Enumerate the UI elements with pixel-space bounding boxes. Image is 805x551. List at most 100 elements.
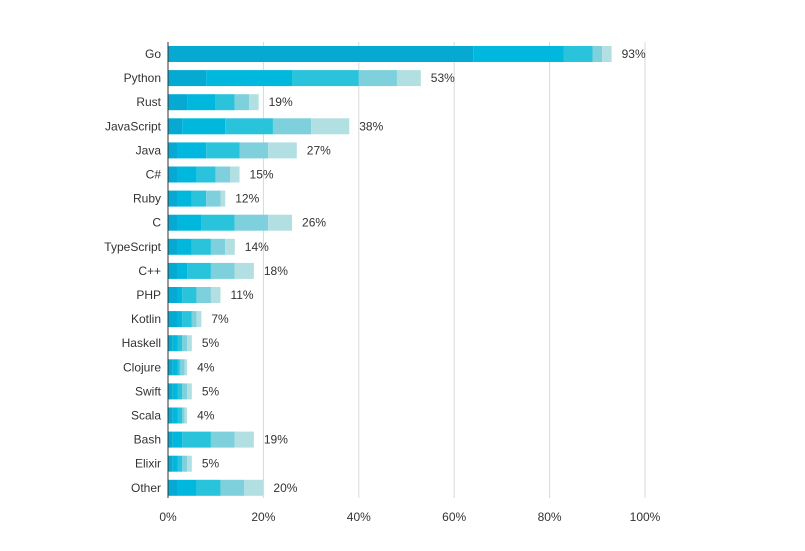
bar-segment [187,383,192,400]
bar-segment [177,383,183,400]
bar-segment [168,214,178,231]
bar-total-label: 27% [307,143,331,157]
bar-segment [177,287,183,303]
category-label: Kotlin [131,312,161,326]
bar-segment [239,142,269,159]
bar-segment [234,262,254,279]
bar-segment [230,166,240,183]
bar-segment [184,407,188,424]
bar-segment [182,407,185,424]
bar-segment [172,359,178,376]
bar-segment [187,335,192,352]
category-label: C++ [138,264,161,278]
category-label: JavaScript [105,119,162,133]
bar-total-label: 11% [230,288,253,302]
bar-segment [268,214,293,231]
bar-segment [182,335,188,352]
category-label: Haskell [122,336,161,350]
bar-total-label: 15% [250,168,274,182]
bar-segment [177,166,197,183]
bar-segment [206,142,240,159]
bar-segment [196,287,211,303]
bar-segment [225,118,273,135]
bar-total-label: 5% [202,384,220,398]
bar-segment [168,238,178,255]
bar-segment [172,335,178,352]
bar-segment [234,94,250,111]
bar-segment [206,190,221,207]
bar-segment [177,407,183,424]
bar-segment [182,455,188,472]
category-label: Go [145,47,161,61]
bar-segment [168,359,173,376]
bar-segment [396,70,421,87]
category-label: Python [124,71,161,85]
bar-segment [210,431,235,448]
bar-segment [196,166,216,183]
x-tick-label: 0% [159,510,177,524]
bar-segment [182,431,211,448]
bar-segment [168,383,173,400]
bar-segment [201,214,235,231]
bar-segment [168,431,173,448]
bar-total-label: 12% [235,192,259,206]
category-label: TypeScript [104,240,161,254]
x-tick-label: 60% [442,510,466,524]
x-tick-label: 20% [251,510,275,524]
bar-segment [311,118,350,135]
bar-segment [172,383,178,400]
bar-segment [177,335,183,352]
bar-segment [168,262,178,279]
bar-segment [206,70,293,87]
bar-total-label: 7% [211,312,229,326]
category-label: Bash [134,433,161,447]
bar-segment [172,407,178,424]
bar-segment [187,262,211,279]
bar-total-label: 4% [197,409,215,423]
bar-segment [220,479,245,496]
bar-total-label: 20% [273,481,297,495]
bar-total-label: 18% [264,264,288,278]
bar-segment [168,455,173,472]
bar-segment [168,70,207,87]
bar-segment [191,238,211,255]
x-tick-label: 100% [630,510,661,524]
bar-total-label: 5% [202,457,220,471]
bar-segment [172,455,178,472]
bar-segment [220,190,226,207]
x-tick-label: 80% [538,510,562,524]
bar-segment [358,70,397,87]
bar-segment [177,142,207,159]
bar-total-label: 19% [264,433,288,447]
bar-segment [234,214,269,231]
bar-segment [215,166,231,183]
category-label: Rust [136,95,161,109]
bar-total-label: 26% [302,216,326,230]
bar-segment [602,46,612,62]
category-label: Ruby [133,192,161,206]
bar-segment [292,70,359,87]
bar-total-label: 5% [202,336,220,350]
bar-segment [210,238,226,255]
category-label: PHP [136,288,161,302]
bar-segment [177,479,197,496]
gridlines [262,42,646,498]
bar-segment [191,311,197,328]
bar-segment [168,479,178,496]
bar-segment [168,142,178,159]
bar-segment [182,311,192,328]
bar-segment [168,118,183,135]
x-tick-label: 40% [347,510,371,524]
bar-segment [168,46,474,62]
bar-segment [215,94,235,111]
bar-segment [592,46,603,62]
bar-total-label: 38% [359,119,383,133]
bar-segment [177,238,192,255]
bar-total-label: 4% [197,360,215,374]
bar-segment [168,94,188,111]
category-label: Swift [135,384,162,398]
bar-segment [191,190,207,207]
bar-segment [210,262,235,279]
category-label: Elixir [135,457,161,471]
category-label: Clojure [123,360,161,374]
